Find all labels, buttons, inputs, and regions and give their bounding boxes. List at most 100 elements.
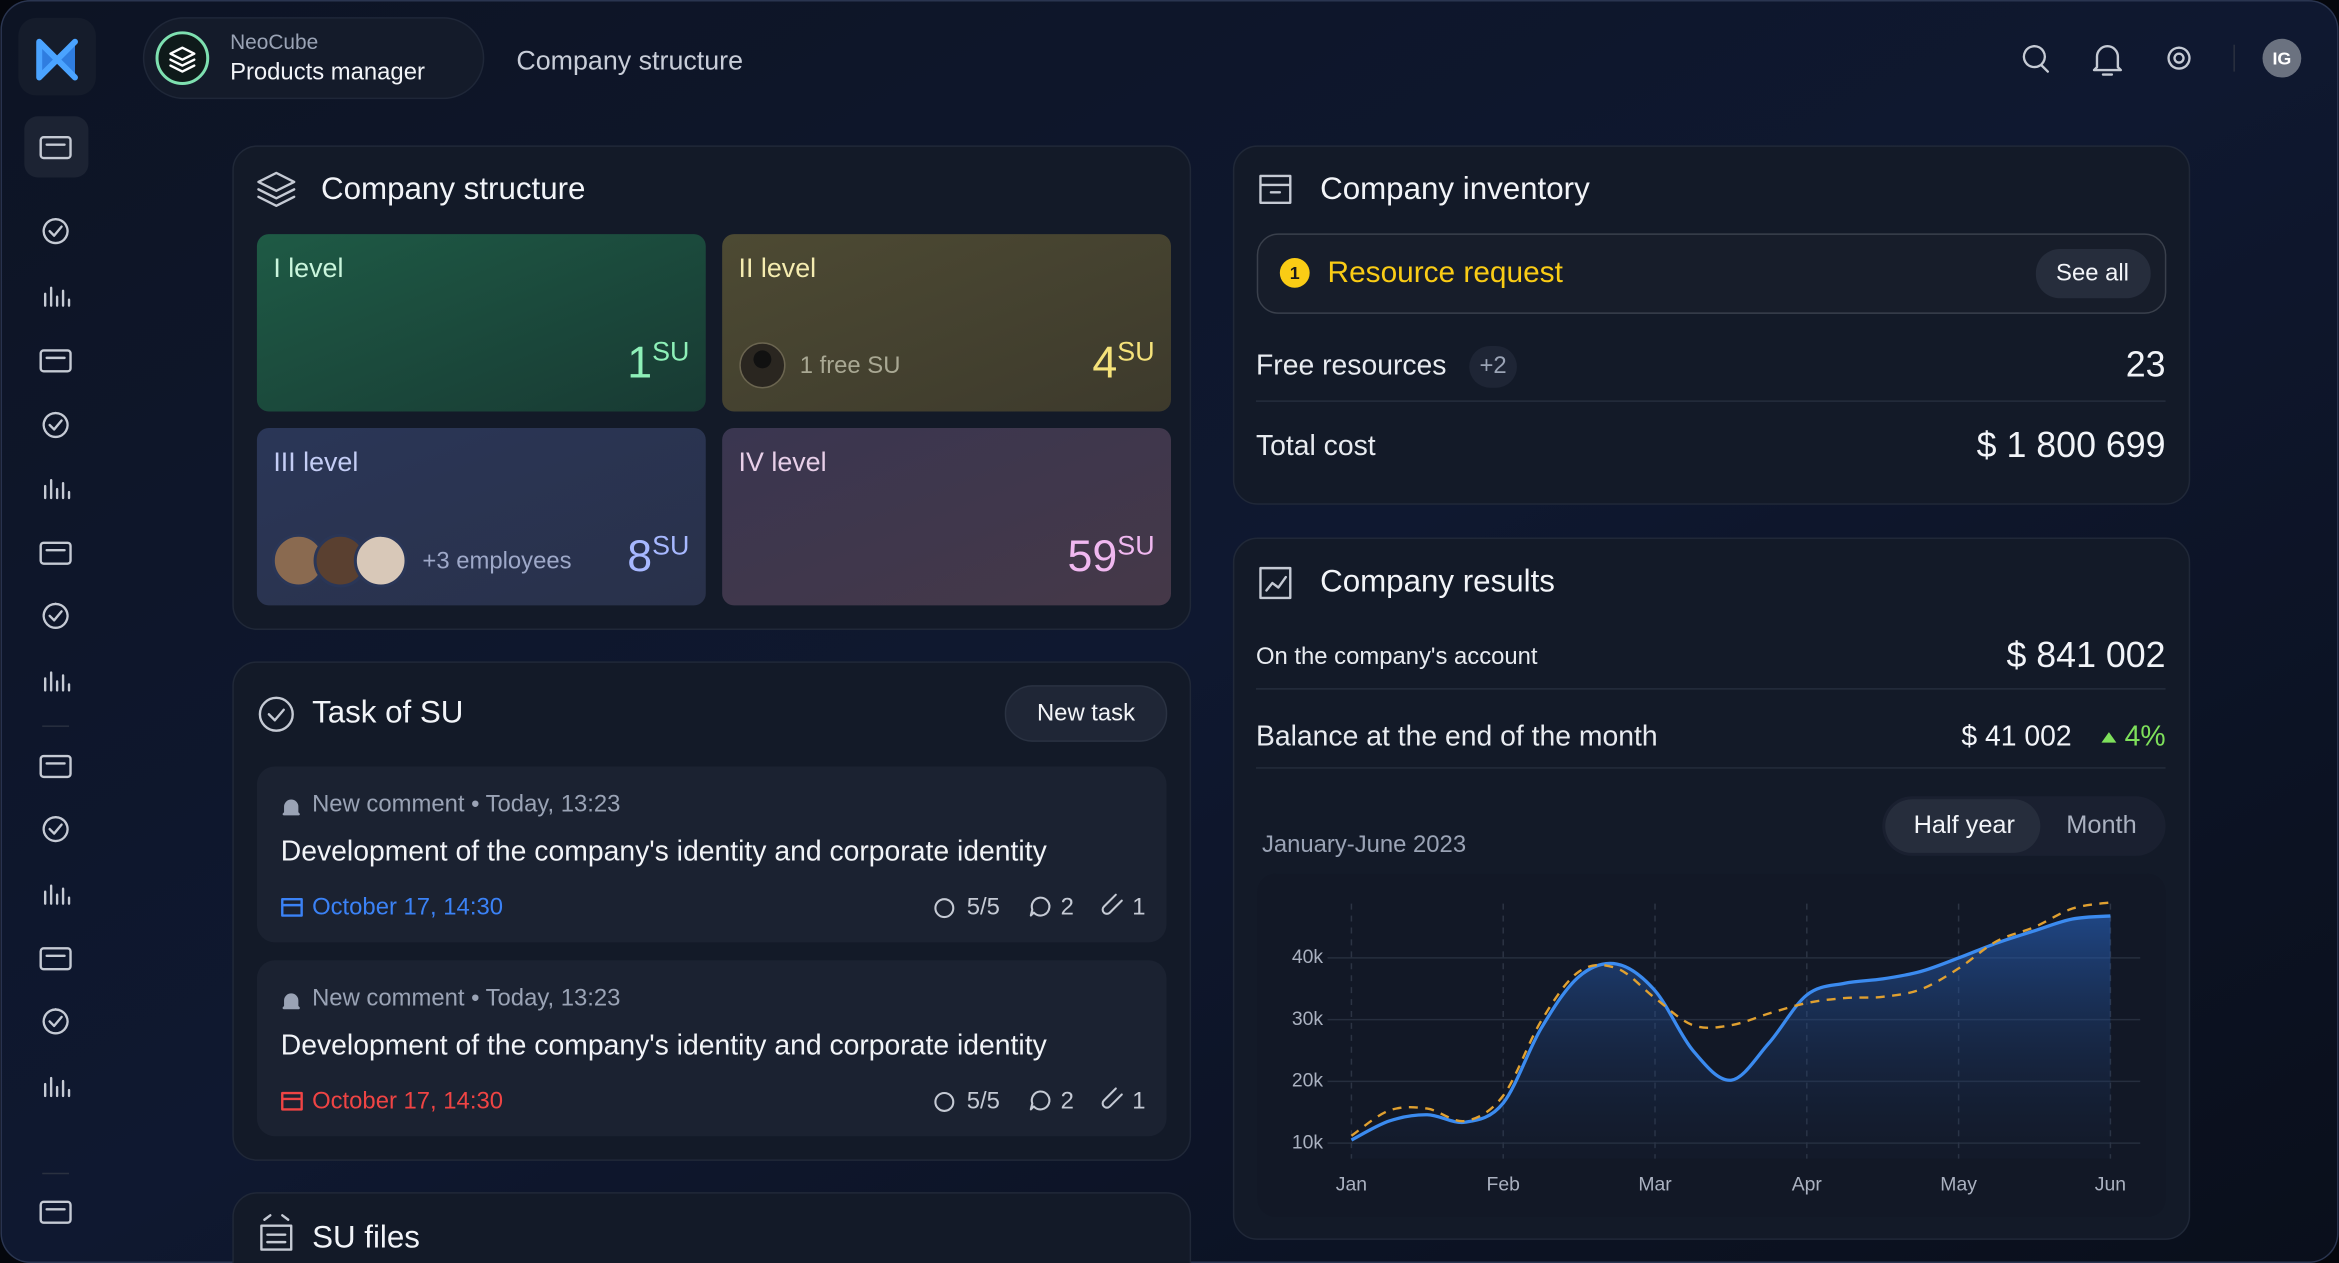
nav-icon xyxy=(42,815,69,843)
level-count: 59SU xyxy=(1068,530,1155,581)
count: 8 xyxy=(627,532,652,581)
nav-icon xyxy=(43,671,71,692)
task-title: Development of the company's identity an… xyxy=(281,1029,1048,1061)
button-label: New task xyxy=(1037,700,1135,727)
level-card[interactable] xyxy=(256,234,706,412)
nav-icon xyxy=(42,602,69,629)
results-icon xyxy=(1259,566,1292,600)
level-count: 4SU xyxy=(1092,336,1154,387)
level-card[interactable] xyxy=(722,427,1171,606)
level-note: +3 employees xyxy=(422,547,571,574)
y-tick-label: 20k xyxy=(1292,1070,1324,1092)
structure-icon xyxy=(257,171,296,207)
nav-icon xyxy=(39,541,72,565)
task-comments: 2 xyxy=(1061,893,1074,920)
task-attachments: 1 xyxy=(1132,893,1145,920)
panel-title: SU files xyxy=(312,1219,420,1254)
level-name: II level xyxy=(739,253,817,283)
nav-icon xyxy=(43,478,71,500)
tab-active[interactable] xyxy=(1885,799,2041,853)
calendar-icon xyxy=(281,1091,303,1111)
level-note: 1 free SU xyxy=(800,352,901,379)
org-logo-glyph xyxy=(169,46,196,73)
badge-count: 1 xyxy=(1290,263,1300,283)
count: 1 xyxy=(627,338,652,387)
task-icon xyxy=(258,696,294,732)
series-line xyxy=(1350,914,2111,1142)
count: 59 xyxy=(1068,532,1118,581)
task-card[interactable] xyxy=(256,766,1167,943)
nav-icon xyxy=(39,1200,72,1224)
task-comments: 2 xyxy=(1061,1087,1074,1114)
task-check xyxy=(267,708,285,722)
files-icon xyxy=(260,1214,293,1251)
request-badge xyxy=(1279,257,1310,288)
nav-active[interactable] xyxy=(24,116,89,178)
nav-icon xyxy=(43,1076,71,1098)
check-icon xyxy=(934,898,955,919)
period: January-June 2023 xyxy=(1262,831,1466,858)
clip-icon xyxy=(1101,893,1123,915)
task-date: October 17, 14:30 xyxy=(312,893,503,920)
request-box[interactable] xyxy=(1256,233,2167,314)
button-label: See all xyxy=(2056,260,2129,287)
row-label: On the company's account xyxy=(1256,643,1538,670)
tab: Half year xyxy=(1914,811,2016,839)
calendar-icon xyxy=(281,897,303,917)
unit: SU xyxy=(652,336,689,366)
employee-avatar xyxy=(353,533,408,588)
unit: SU xyxy=(652,530,689,560)
org-switcher[interactable] xyxy=(142,17,485,100)
row-label: Balance at the end of the month xyxy=(1256,721,1658,753)
nav-icon xyxy=(43,286,71,307)
clip-icon xyxy=(1101,1087,1123,1109)
level-count: 8SU xyxy=(627,530,689,581)
level-name: I level xyxy=(273,253,343,283)
new-task-button[interactable] xyxy=(1004,685,1168,742)
task-event: New comment • Today, 13:23 xyxy=(312,791,620,818)
comment-icon xyxy=(1029,1090,1051,1111)
task-checks: 5/5 xyxy=(967,1087,1000,1114)
inventory-icon xyxy=(1259,174,1292,204)
task-attachments: 1 xyxy=(1132,1087,1145,1114)
panel-title: Company inventory xyxy=(1320,171,1590,206)
x-tick-label: Jun xyxy=(2095,1174,2126,1196)
y-tick-label: 30k xyxy=(1292,1008,1324,1030)
level-name: III level xyxy=(273,447,358,477)
series-line xyxy=(1350,901,2111,1137)
level-card[interactable] xyxy=(722,234,1171,412)
avatar-initials: IG xyxy=(2272,48,2291,68)
up-arrow xyxy=(2101,732,2117,743)
see-all-button[interactable] xyxy=(2035,249,2151,299)
task-date: October 17, 14:30 xyxy=(312,1087,503,1114)
task-card[interactable] xyxy=(256,960,1167,1137)
task-checks: 5/5 xyxy=(967,893,1000,920)
nav-icon xyxy=(39,754,72,779)
member-head xyxy=(753,350,772,369)
bell-icon xyxy=(282,799,300,816)
count: 4 xyxy=(1092,338,1117,387)
logo xyxy=(36,38,78,81)
nav-icon xyxy=(39,135,72,160)
avatar xyxy=(2262,38,2302,78)
org-logo xyxy=(155,31,210,85)
task-event: New comment • Today, 13:23 xyxy=(312,984,620,1011)
comment-icon xyxy=(1029,896,1051,917)
level-name: IV level xyxy=(739,447,827,477)
nav-icon xyxy=(42,1008,69,1035)
x-tick-label: Feb xyxy=(1487,1174,1520,1196)
x-tick-label: Jan xyxy=(1336,1174,1367,1196)
bell-icon xyxy=(282,993,300,1010)
panel-title: Company structure xyxy=(321,171,585,206)
y-tick-label: 40k xyxy=(1292,946,1324,968)
gear-icon xyxy=(2167,46,2191,70)
level-count: 1SU xyxy=(627,336,689,387)
row-label: Free resources xyxy=(1256,349,1446,381)
nav-icon xyxy=(39,349,72,373)
check-icon xyxy=(934,1091,955,1112)
tab: Month xyxy=(2066,811,2136,839)
nav-icon xyxy=(39,947,72,971)
extra-count: +2 xyxy=(1479,352,1506,379)
